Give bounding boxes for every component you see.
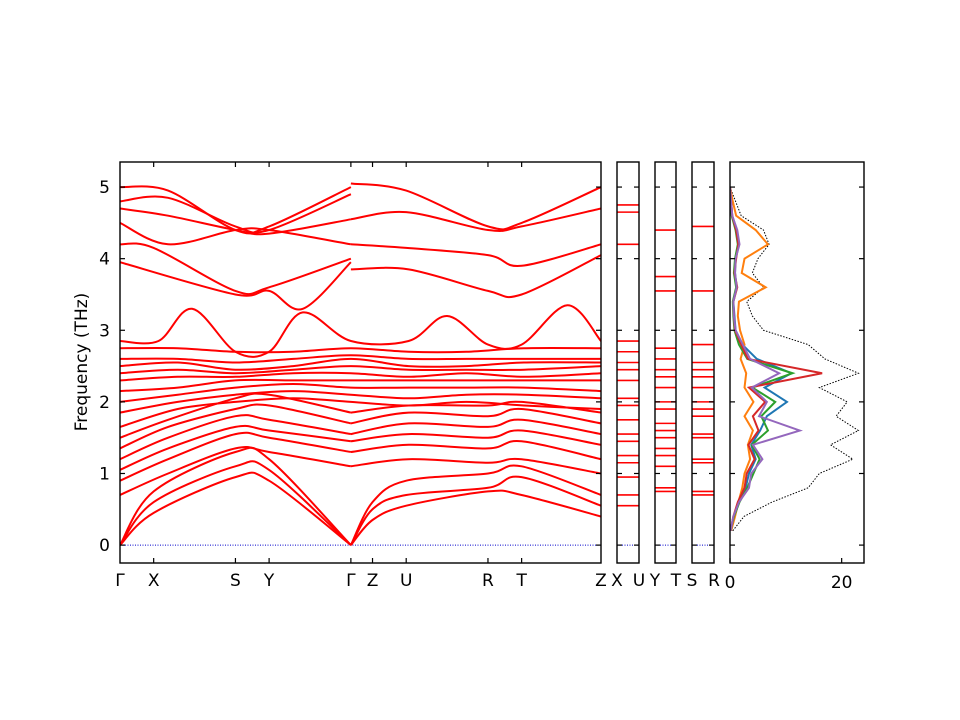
k-point-label: Z [595, 571, 607, 591]
k-point-label: R [482, 571, 494, 591]
y-tick-label: 5 [99, 178, 110, 198]
phonon-band-line [120, 357, 601, 371]
partial-dos-line [730, 186, 770, 532]
dos-x-tick-label: 20 [831, 573, 853, 593]
phonon-band-line [120, 431, 352, 482]
phonon-band-line [350, 400, 601, 414]
band-structure-main [120, 182, 601, 546]
phonon-band-line [350, 464, 601, 546]
phonon-band-line [350, 457, 601, 475]
phonon-band-line [350, 243, 601, 267]
dos-x-tick-label: 0 [725, 573, 736, 593]
phonon-band-line [350, 418, 601, 436]
k-point-label: X [148, 571, 160, 591]
axes-frame [654, 161, 677, 564]
phonon-band-line [120, 185, 352, 235]
phonon-band-line [350, 429, 601, 446]
k-point-label: S [230, 571, 241, 591]
phonon-band-line [120, 193, 352, 234]
k-point-label: Γ [115, 571, 125, 591]
y-tick-label: 1 [99, 464, 110, 484]
y-tick-label: 3 [99, 321, 110, 341]
y-tick-label: 4 [99, 250, 110, 270]
partial-dos-line [730, 186, 803, 531]
phonon-band-line [350, 182, 601, 231]
phonon-band-line [120, 414, 352, 461]
k-point-label: U [400, 571, 412, 591]
axes-frame [729, 161, 865, 564]
phonon-band-line [120, 403, 352, 450]
phonon-band-line [120, 460, 352, 546]
k-point-label: Y [263, 571, 275, 591]
phonon-band-line [120, 382, 601, 403]
dos-curves [730, 186, 860, 532]
phonon-band-line [120, 378, 601, 393]
phonon-band-line [120, 397, 601, 428]
band-structure-segment [617, 204, 639, 507]
y-axis-label: Frequency (THz) [72, 293, 92, 432]
band-structure-segment [692, 225, 714, 496]
partial-dos-line [730, 186, 823, 531]
axes-frame [691, 161, 715, 564]
k-point-label: Γ [346, 571, 356, 591]
phonon-band-line [120, 242, 352, 296]
phonon-band-line [350, 407, 601, 425]
phonon-band-line [120, 390, 601, 414]
phonon-band-line [120, 261, 352, 311]
k-point-label: Y [649, 571, 661, 591]
band-lines-layer [120, 182, 860, 546]
y-tick-label: 0 [99, 536, 110, 556]
phonon-band-line [350, 254, 601, 299]
phonon-band-line [350, 475, 601, 546]
phonon-band-line [120, 304, 601, 358]
k-point-label: U [633, 571, 645, 591]
k-point-label: X [611, 571, 623, 591]
k-point-label: R [708, 571, 720, 591]
axes-frame [119, 161, 602, 564]
k-point-label: T [515, 571, 527, 591]
phonon-band-line [120, 471, 352, 546]
k-point-label: Z [367, 571, 379, 591]
phonon-band-line [350, 489, 601, 546]
k-point-label: T [670, 571, 682, 591]
phonon-band-line [120, 446, 352, 546]
band-structure-segment [655, 229, 676, 493]
phonon-band-line [350, 440, 601, 461]
axes-frame [616, 161, 640, 564]
phonon-band-line [120, 346, 601, 354]
phonon-band-line [120, 365, 601, 375]
phonon-band-line [120, 424, 352, 471]
phonon-band-line [350, 207, 601, 232]
k-point-label: S [687, 571, 698, 591]
phonon-band-line [120, 371, 601, 382]
phonon-band-line [120, 392, 352, 439]
phonon-band-line [120, 446, 352, 496]
y-tick-label: 2 [99, 393, 110, 413]
phonon-band-line [120, 354, 601, 364]
